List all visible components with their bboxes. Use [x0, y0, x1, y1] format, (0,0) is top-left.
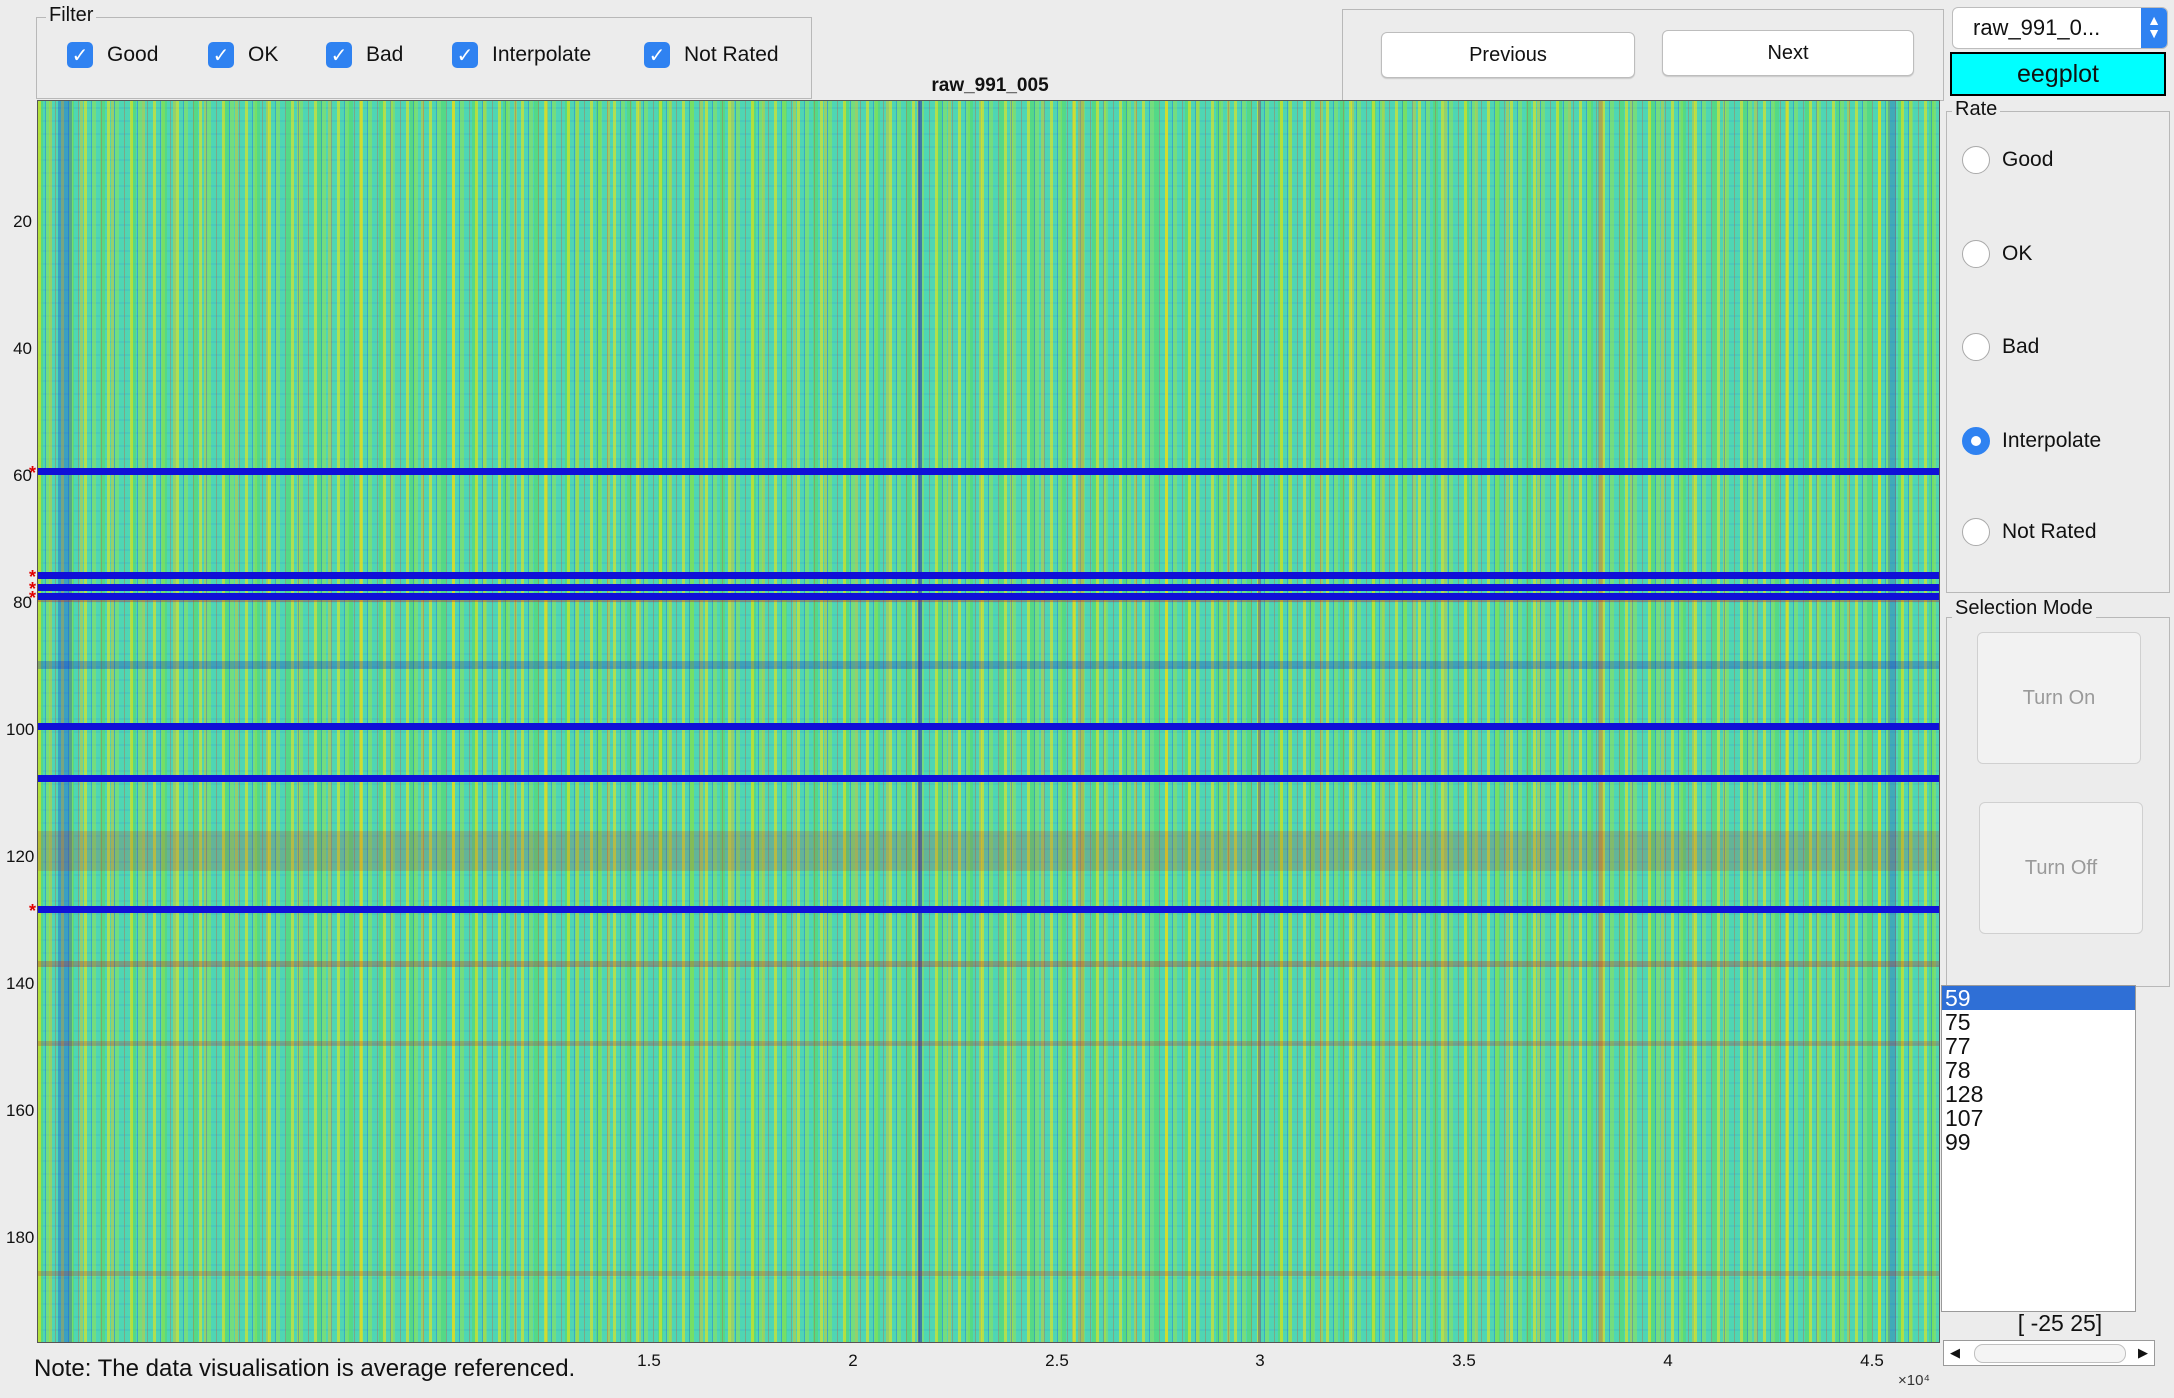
filter-label: Not Rated	[684, 43, 779, 66]
list-item[interactable]: 128	[1945, 1081, 1984, 1107]
previous-button[interactable]: Previous	[1381, 32, 1635, 78]
channel-marker: *	[29, 588, 37, 608]
rate-label: Good	[2002, 148, 2054, 171]
list-item[interactable]: 77	[1945, 1033, 1971, 1059]
channel-list[interactable]: 59 75 77 78 128 107 99	[1941, 985, 2136, 1312]
heatmap-streak	[1078, 101, 1084, 1342]
range-slider[interactable]: ◀ ▶	[1943, 1340, 2155, 1366]
heatmap-streak	[1888, 101, 1896, 1342]
checkmark-icon: ✓	[67, 42, 93, 68]
note-text: Note: The data visualisation is average …	[34, 1355, 576, 1382]
y-tick-label: 60	[13, 466, 32, 485]
filter-label: OK	[248, 43, 279, 66]
filter-label: Interpolate	[492, 43, 592, 66]
rate-panel	[1946, 111, 2170, 593]
highlighted-channel-line	[38, 584, 1939, 591]
file-select[interactable]: raw_991_0... ▲ ▼	[1952, 7, 2168, 49]
rate-radio-ok[interactable]: OK	[1962, 240, 2032, 268]
filter-panel	[36, 17, 812, 99]
y-tick-label: 120	[6, 847, 35, 866]
x-tick-label: 2	[848, 1351, 858, 1370]
next-button[interactable]: Next	[1662, 30, 1914, 76]
x-tick-label: 4.5	[1860, 1351, 1884, 1370]
rate-label: Bad	[2002, 335, 2040, 358]
radio-icon	[1962, 146, 1990, 174]
checkmark-icon: ✓	[208, 42, 234, 68]
rate-label: Not Rated	[2002, 520, 2097, 543]
heatmap-streak	[1258, 101, 1261, 1342]
highlighted-channel-line	[38, 775, 1939, 782]
turn-on-button[interactable]: Turn On	[1977, 632, 2141, 764]
turn-off-button[interactable]: Turn Off	[1979, 802, 2143, 934]
heatmap-streak	[58, 101, 72, 1342]
x-tick-label: 1.5	[637, 1351, 661, 1370]
y-tick-label: 160	[6, 1101, 35, 1120]
rate-radio-good[interactable]: Good	[1962, 146, 2053, 174]
filter-label: Good	[107, 43, 159, 66]
heatmap-band	[38, 1041, 1939, 1046]
y-tick-label: 40	[13, 339, 32, 358]
radio-icon	[1962, 240, 1990, 268]
filter-checkbox-interpolate[interactable]: ✓ Interpolate	[452, 40, 591, 70]
y-tick-label: 180	[6, 1228, 35, 1247]
y-tick-label: 100	[6, 720, 35, 739]
rate-radio-interpolate[interactable]: Interpolate	[1962, 427, 2101, 455]
channel-marker: *	[29, 463, 37, 483]
heatmap-band	[38, 1271, 1939, 1276]
filter-checkbox-good[interactable]: ✓ Good	[67, 40, 158, 70]
selection-mode-title: Selection Mode	[1952, 597, 2096, 620]
highlighted-channel-line	[38, 906, 1939, 913]
slider-thumb[interactable]	[1974, 1344, 2126, 1363]
rate-radio-bad[interactable]: Bad	[1962, 333, 2039, 361]
file-select-value: raw_991_0...	[1973, 15, 2101, 40]
x-tick-label: 3.5	[1452, 1351, 1476, 1370]
y-tick-label: 140	[6, 974, 35, 993]
x-tick-label: 3	[1255, 1351, 1265, 1370]
channel-heatmap[interactable]	[37, 100, 1940, 1343]
filter-checkbox-ok[interactable]: ✓ OK	[208, 40, 278, 70]
rate-label: OK	[2002, 242, 2033, 265]
x-tick-label: 2.5	[1045, 1351, 1069, 1370]
filter-label: Bad	[366, 43, 404, 66]
channel-marker: *	[29, 901, 37, 921]
heatmap-band	[38, 961, 1939, 967]
list-item[interactable]: 107	[1945, 1105, 1984, 1131]
heatmap-band	[38, 661, 1939, 669]
x-axis-exponent: ×10⁴	[1898, 1372, 1930, 1389]
y-tick-label: 20	[13, 212, 32, 231]
rate-radio-not-rated[interactable]: Not Rated	[1962, 518, 2097, 546]
radio-selected-icon	[1962, 427, 1990, 455]
radio-icon	[1962, 518, 1990, 546]
checkmark-icon: ✓	[326, 42, 352, 68]
heatmap-band	[38, 831, 1939, 871]
highlighted-channel-line	[38, 572, 1939, 579]
channel-marker: *	[29, 567, 37, 587]
rate-label: Interpolate	[2002, 429, 2102, 452]
heatmap-streak	[918, 101, 922, 1342]
up-down-chevron-icon: ▲ ▼	[2141, 8, 2167, 48]
plot-title: raw_991_005	[931, 75, 1049, 96]
eegplot-button[interactable]: eegplot	[1950, 52, 2166, 96]
y-tick-label: 80	[13, 593, 32, 612]
filter-title: Filter	[46, 4, 97, 27]
highlighted-channel-line	[38, 468, 1939, 475]
right-arrow-icon[interactable]: ▶	[2138, 1345, 2148, 1360]
highlighted-channel-line	[38, 723, 1939, 730]
filter-checkbox-not-rated[interactable]: ✓ Not Rated	[644, 40, 779, 70]
x-tick-label: 4	[1663, 1351, 1673, 1370]
left-arrow-icon[interactable]: ◀	[1950, 1345, 1960, 1360]
range-label: [ -25 25]	[2017, 1310, 2103, 1336]
checkmark-icon: ✓	[644, 42, 670, 68]
list-item[interactable]: 75	[1945, 1009, 1971, 1035]
heatmap-streak	[1598, 101, 1603, 1342]
highlighted-channel-line	[38, 593, 1939, 600]
rate-title: Rate	[1952, 98, 2001, 121]
list-item[interactable]: 78	[1945, 1057, 1971, 1083]
checkmark-icon: ✓	[452, 42, 478, 68]
list-item[interactable]: 59	[1942, 986, 2135, 1010]
filter-checkbox-bad[interactable]: ✓ Bad	[326, 40, 403, 70]
radio-icon	[1962, 333, 1990, 361]
list-item[interactable]: 99	[1945, 1129, 1971, 1155]
channel-marker: *	[29, 579, 37, 599]
